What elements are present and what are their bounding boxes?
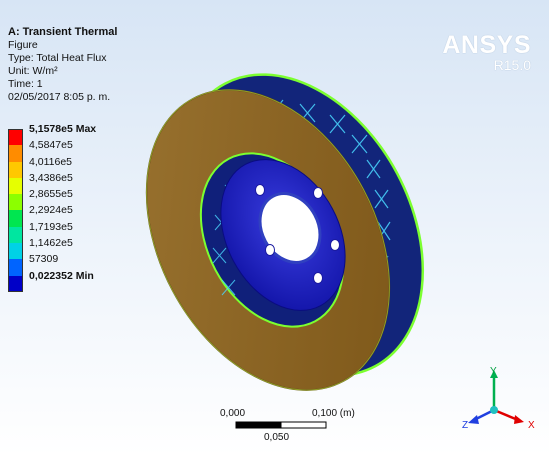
x-axis-label: X — [528, 420, 535, 431]
ansys-logo: ANSYS R15.0 — [442, 32, 531, 72]
lug-holes — [255, 184, 340, 284]
center-bore — [258, 192, 322, 264]
legend-swatch — [8, 259, 23, 276]
triad-origin — [490, 406, 498, 414]
y-axis-label: Y — [490, 366, 497, 377]
legend-value: 0,022352 Min — [29, 269, 94, 282]
analysis-title: A: Transient Thermal — [8, 26, 118, 38]
scale-bar-graphic — [235, 421, 327, 429]
legend-swatch — [8, 145, 23, 162]
legend-swatch — [8, 210, 23, 227]
legend-swatch — [8, 129, 23, 146]
legend-value: 2,2924e5 — [29, 204, 73, 217]
result-unit: Unit: W/m² — [8, 65, 58, 77]
figure-label: Figure — [8, 39, 38, 51]
result-timestamp: 02/05/2017 8:05 p. m. — [8, 91, 111, 103]
lug-hole — [255, 184, 265, 196]
legend-value: 4,0116e5 — [29, 155, 73, 168]
scale-label-end: 0,100 (m) — [312, 408, 355, 419]
brand-version: R15.0 — [493, 57, 531, 73]
legend-value: 3,4386e5 — [29, 171, 73, 184]
z-axis-label: Z — [462, 420, 468, 431]
brand-name: ANSYS — [442, 31, 531, 59]
z-axis-arrow — [468, 415, 479, 424]
result-time: Time: 1 — [8, 78, 43, 90]
legend-value: 4,5847e5 — [29, 139, 73, 152]
hub-hat — [220, 159, 346, 311]
lug-hole — [265, 244, 275, 256]
legend-value: 1,1462e5 — [29, 237, 73, 250]
lug-hole — [330, 239, 340, 251]
lug-hole — [313, 187, 323, 199]
y-axis-arrow — [490, 370, 498, 378]
legend-swatch — [8, 226, 23, 244]
legend-swatch — [8, 275, 23, 292]
legend-swatch — [8, 243, 23, 260]
legend-value: 1,7193e5 — [29, 220, 73, 233]
x-axis-arrow — [514, 415, 524, 424]
scale-bar: 0,000 0,100 (m) 0,050 — [218, 408, 418, 448]
lug-hole — [313, 272, 323, 284]
result-type: Type: Total Heat Flux — [8, 52, 107, 64]
x-axis-line — [493, 408, 519, 422]
legend-value: 57309 — [29, 253, 59, 266]
axis-triad[interactable]: Y X Z — [462, 366, 542, 436]
legend-value: 5,1578e5 Max — [29, 123, 97, 135]
legend-swatch — [8, 161, 23, 178]
scale-label-start: 0,000 — [220, 408, 246, 419]
scale-label-middle: 0,050 — [264, 432, 290, 443]
legend-value: 2,8655e5 — [29, 188, 73, 201]
result-details: A: Transient Thermal Figure Type: Total … — [8, 26, 117, 104]
legend-swatch — [8, 194, 23, 211]
legend-swatch — [8, 177, 23, 195]
